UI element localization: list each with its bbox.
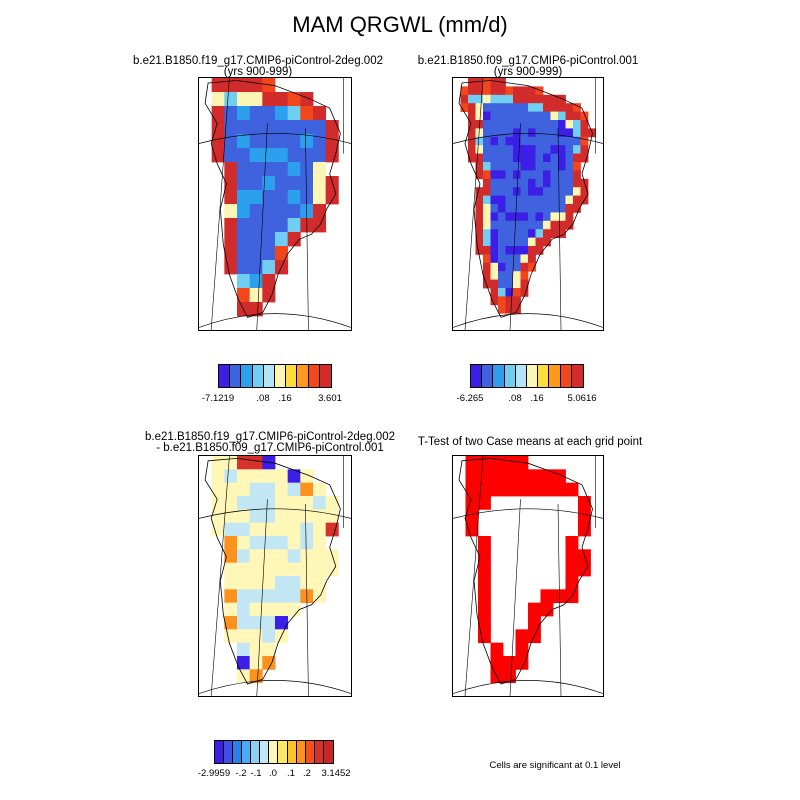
colorbar-swatch: [219, 365, 231, 387]
panel-2-title-line2: (yrs 900-999): [493, 66, 563, 78]
colorbar-swatch: [305, 741, 315, 763]
panel-3-map: [198, 455, 352, 697]
colorbar-3-tick: -.1: [250, 768, 262, 779]
panel-2-title-line1: b.e21.B1850.f09_g17.CMIP6-piControl.001: [417, 55, 639, 67]
colorbar-swatch: [263, 365, 275, 387]
colorbar-1-tick: .16: [278, 393, 292, 404]
colorbar-swatch: [224, 741, 234, 763]
panel-3-title-line2: - b.e21.B1850.f09_g17.CMIP6-piControl.00…: [156, 442, 384, 454]
colorbar-3-tick: -.2: [235, 768, 247, 779]
colorbar-1-tick: .08: [256, 393, 270, 404]
colorbar-3-tick-min: -2.9959: [197, 768, 231, 779]
colorbar-swatch: [230, 365, 242, 387]
colorbar-swatch: [549, 365, 561, 387]
panel-4-map: [452, 455, 604, 697]
colorbar-swatch: [319, 365, 331, 387]
significance-note: Cells are significant at 0.1 level: [489, 760, 621, 771]
figure-title: MAM QRGWL (mm/d): [292, 12, 508, 37]
panel-3-title: b.e21.B1850.f19_g17.CMIP6-piControl-2deg…: [100, 431, 440, 454]
panel-2-colorbar: [470, 364, 584, 388]
panel-1-title: b.e21.B1850.f19_g17.CMIP6-piControl-2deg…: [88, 55, 428, 78]
colorbar-swatch: [314, 741, 324, 763]
colorbar-3-tick: .2: [303, 768, 311, 779]
colorbar-2-tick-max: 5.0616: [567, 393, 597, 404]
colorbar-2-tick: .08: [508, 393, 522, 404]
colorbar-swatch: [297, 365, 309, 387]
colorbar-swatch: [286, 365, 298, 387]
colorbar-2-tick-min: -6.265: [456, 393, 484, 404]
colorbar-swatch: [242, 741, 252, 763]
colorbar-swatch: [526, 365, 539, 387]
colorbar-1-tick-max: 3.601: [318, 393, 342, 404]
colorbar-swatch: [251, 741, 261, 763]
panel-1-title-line2: (yrs 900-999): [223, 66, 293, 78]
colorbar-2-tick: .16: [530, 393, 544, 404]
colorbar-swatch: [296, 741, 306, 763]
colorbar-3-tick: .0: [269, 768, 277, 779]
colorbar-swatch: [252, 365, 264, 387]
panel-1-colorbar: [218, 364, 332, 388]
panel-1-title-line1: b.e21.B1850.f19_g17.CMIP6-piControl-2deg…: [133, 55, 383, 67]
colorbar-swatch: [504, 365, 516, 387]
panel-3-colorbar: [214, 740, 334, 764]
colorbar-swatch: [241, 365, 253, 387]
panel-2-title: b.e21.B1850.f09_g17.CMIP6-piControl.001 …: [358, 55, 698, 78]
colorbar-swatch: [308, 365, 320, 387]
panel-4-title: T-Test of two Case means at each grid po…: [400, 436, 660, 448]
colorbar-swatch: [493, 365, 505, 387]
colorbar-swatch: [482, 365, 494, 387]
colorbar-3-tick: .1: [287, 768, 295, 779]
colorbar-swatch: [471, 365, 483, 387]
colorbar-swatch: [560, 365, 572, 387]
colorbar-swatch: [323, 741, 333, 763]
colorbar-swatch: [274, 365, 287, 387]
colorbar-swatch: [260, 741, 270, 763]
colorbar-swatch: [233, 741, 243, 763]
colorbar-swatch: [538, 365, 550, 387]
colorbar-swatch: [287, 741, 297, 763]
colorbar-3-tick-max: 3.1452: [321, 768, 351, 779]
panel-4-title-line1: T-Test of two Case means at each grid po…: [417, 436, 643, 448]
colorbar-swatch: [571, 365, 583, 387]
panel-2-map: [452, 77, 604, 331]
colorbar-1-tick-min: -7.1219: [201, 393, 235, 404]
panel-1-map: [198, 77, 352, 331]
colorbar-swatch: [515, 365, 527, 387]
colorbar-swatch: [269, 741, 279, 763]
panel-3-title-line1: b.e21.B1850.f19_g17.CMIP6-piControl-2deg…: [145, 431, 395, 443]
colorbar-swatch: [278, 741, 288, 763]
colorbar-swatch: [215, 741, 225, 763]
